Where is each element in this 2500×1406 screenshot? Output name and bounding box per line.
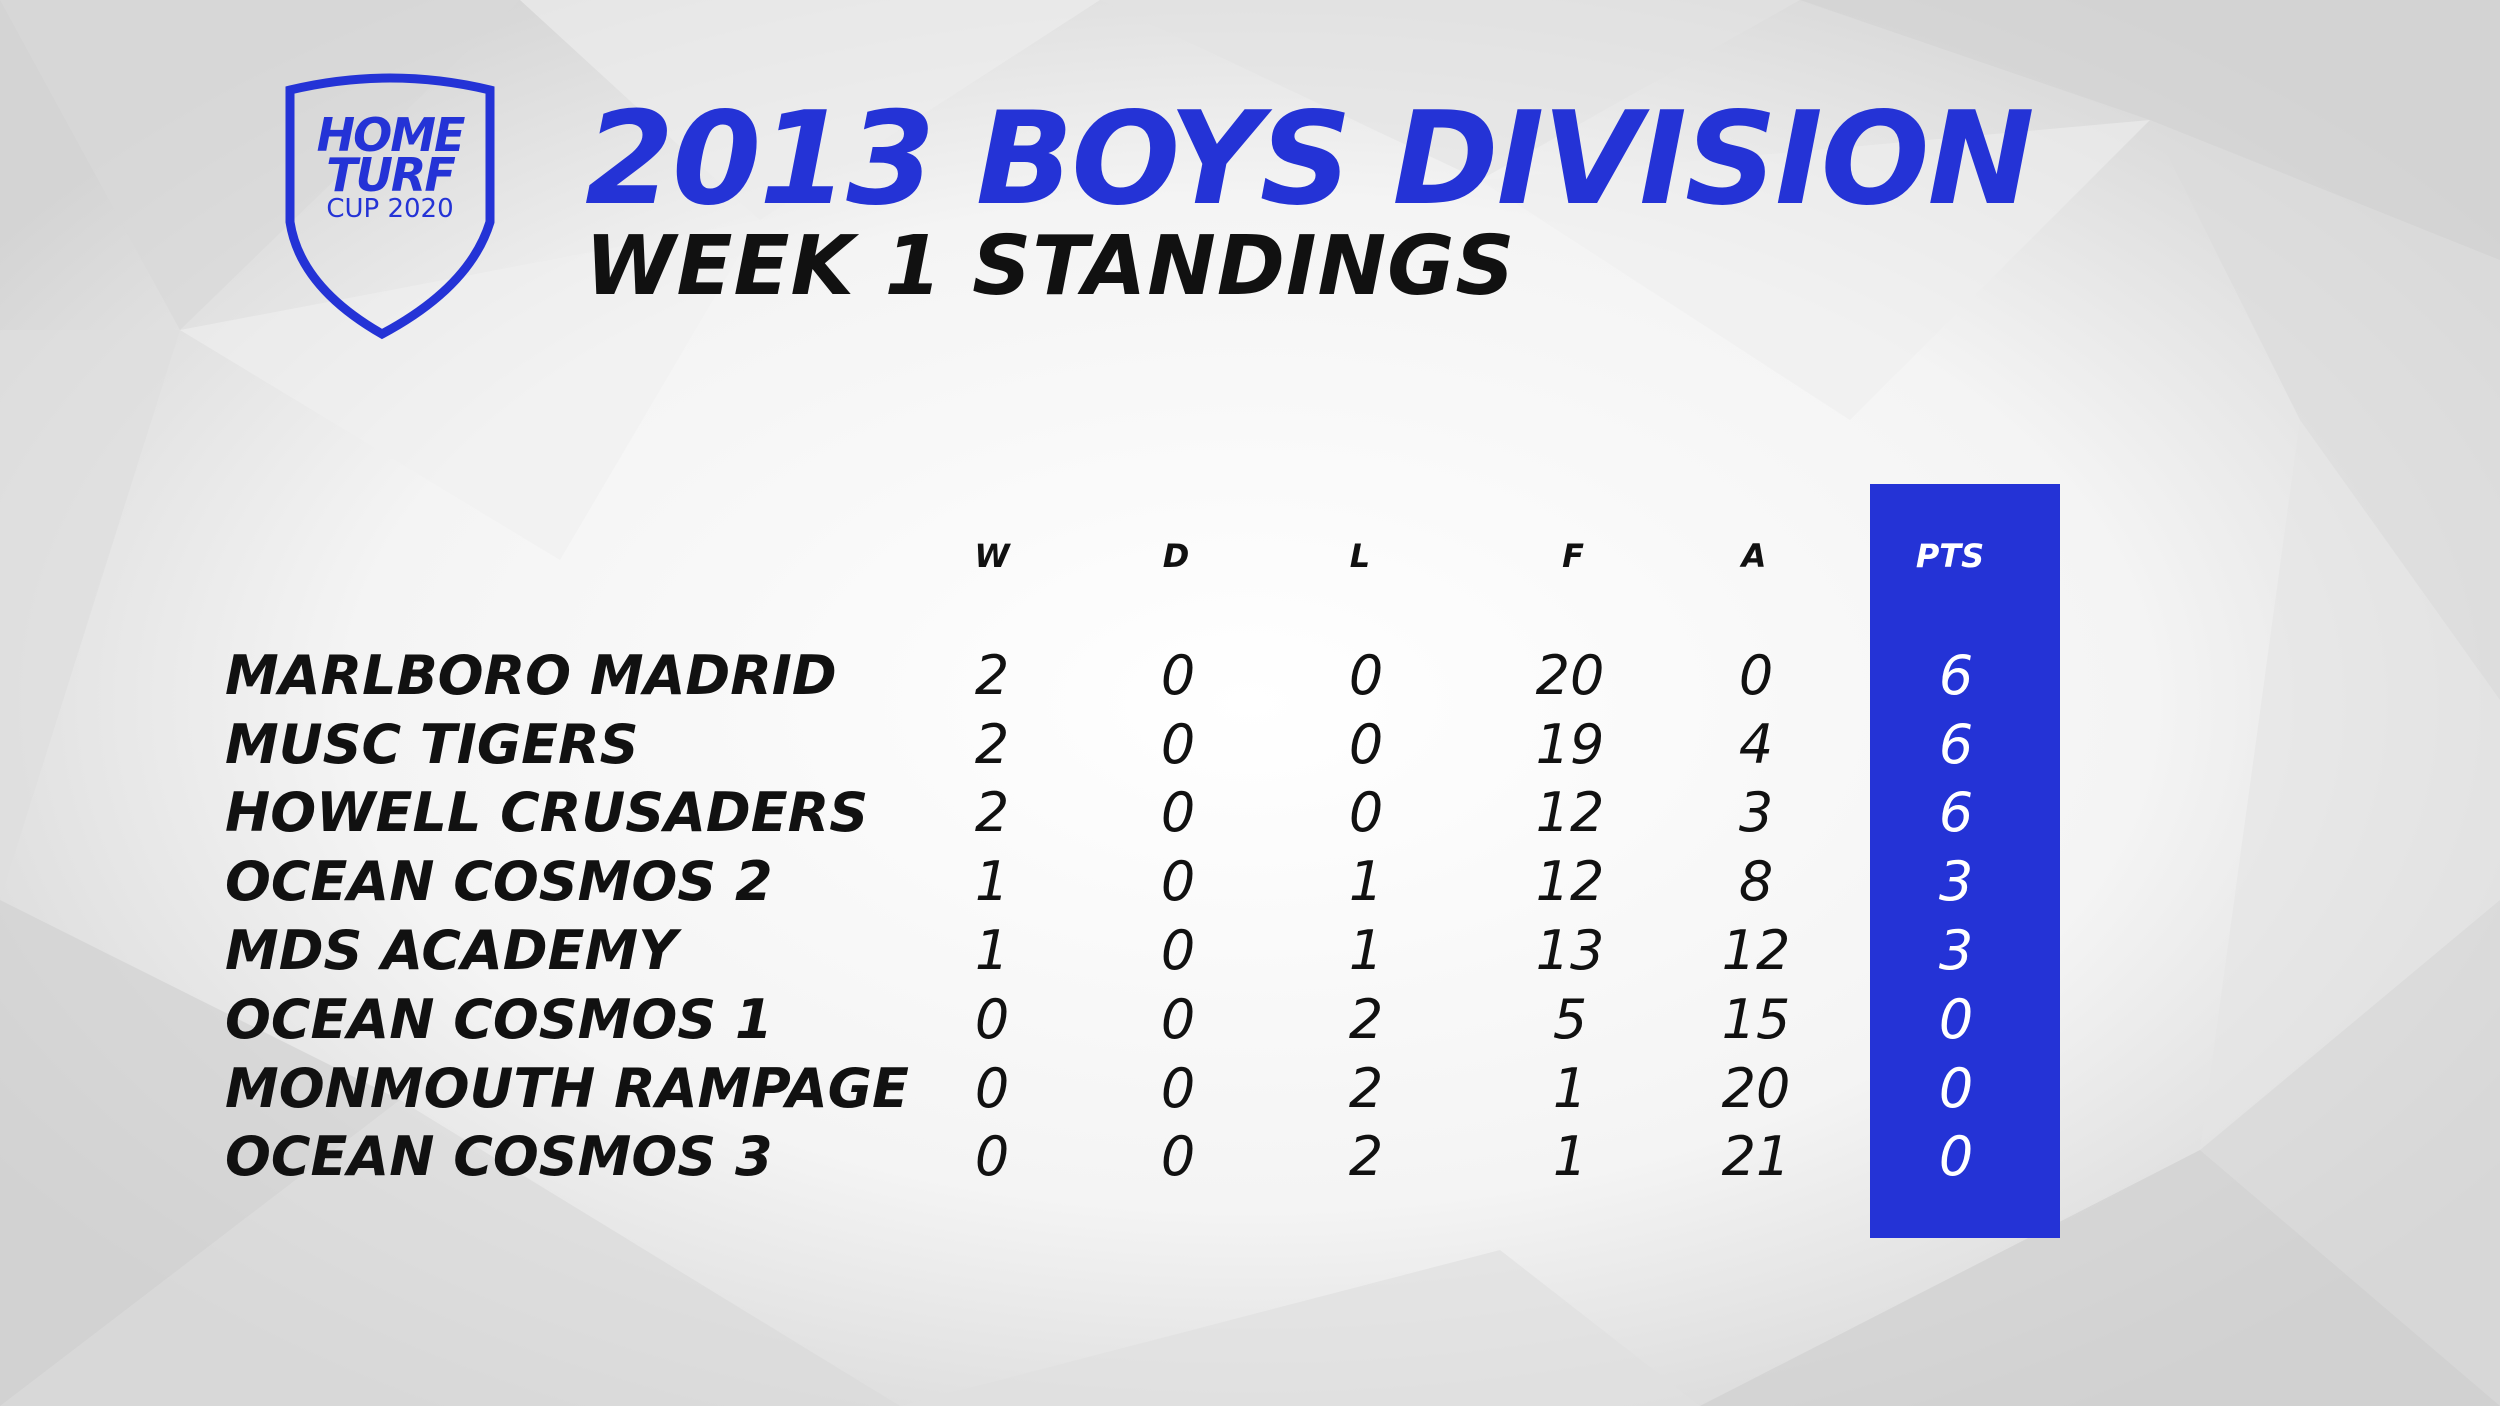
goals-against-cell: 15 (1721, 988, 1791, 1051)
column-header-a: A (1741, 537, 1767, 575)
team-name: HOWELL CRUSADERS (225, 781, 869, 844)
column-header-d: D (1162, 537, 1190, 575)
table-row: OCEAN COSMOS 1 0 0 2 5 15 0 (0, 986, 2500, 1054)
goals-against-cell: 0 (1738, 644, 1774, 707)
column-header-l: L (1349, 537, 1371, 575)
losses-cell: 1 (1348, 850, 1384, 913)
goals-for-cell: 1 (1552, 1057, 1588, 1120)
losses-cell: 2 (1348, 988, 1384, 1051)
wins-cell: 1 (974, 850, 1010, 913)
wins-cell: 1 (974, 919, 1010, 982)
goals-for-cell: 5 (1552, 988, 1588, 1051)
logo-word-home: HOME (316, 108, 466, 162)
table-row: MUSC TIGERS 2 0 0 19 4 6 (0, 711, 2500, 779)
points-cell: 6 (1938, 713, 1974, 776)
shield-icon (285, 73, 495, 340)
column-header-f: F (1562, 537, 1584, 575)
logo-word-turf: TURF (326, 148, 456, 202)
table-row: OCEAN COSMOS 2 1 0 1 12 8 3 (0, 848, 2500, 916)
wins-cell: 2 (974, 713, 1010, 776)
pts-column-highlight (1870, 484, 2060, 1238)
draws-cell: 0 (1160, 988, 1196, 1051)
points-cell: 0 (1938, 988, 1974, 1051)
team-name: OCEAN COSMOS 1 (225, 988, 773, 1051)
wins-cell: 0 (974, 1057, 1010, 1120)
goals-for-cell: 20 (1535, 644, 1605, 707)
goals-for-cell: 12 (1535, 781, 1605, 844)
goals-for-cell: 12 (1535, 850, 1605, 913)
goals-for-cell: 13 (1535, 919, 1605, 982)
goals-against-cell: 4 (1738, 713, 1774, 776)
points-cell: 0 (1938, 1125, 1974, 1188)
goals-against-cell: 12 (1721, 919, 1791, 982)
losses-cell: 0 (1348, 781, 1384, 844)
points-cell: 3 (1938, 919, 1974, 982)
goals-for-cell: 19 (1535, 713, 1605, 776)
table-row: MDS ACADEMY 1 0 1 13 12 3 (0, 917, 2500, 985)
wins-cell: 2 (974, 644, 1010, 707)
logo-cup-year: CUP 2020 (326, 194, 454, 224)
losses-cell: 1 (1348, 919, 1384, 982)
points-cell: 0 (1938, 1057, 1974, 1120)
draws-cell: 0 (1160, 713, 1196, 776)
losses-cell: 0 (1348, 644, 1384, 707)
draws-cell: 0 (1160, 1057, 1196, 1120)
page-subtitle: WEEK 1 STANDINGS (585, 219, 1516, 314)
team-name: MONMOUTH RAMPAGE (225, 1057, 909, 1120)
wins-cell: 0 (974, 1125, 1010, 1188)
wins-cell: 0 (974, 988, 1010, 1051)
home-turf-cup-logo: HOME TURF CUP 2020 (270, 72, 510, 342)
team-name: MDS ACADEMY (225, 919, 678, 982)
losses-cell: 2 (1348, 1125, 1384, 1188)
team-name: MARLBORO MADRID (225, 644, 837, 707)
points-cell: 6 (1938, 781, 1974, 844)
losses-cell: 2 (1348, 1057, 1384, 1120)
points-cell: 6 (1938, 644, 1974, 707)
column-header-w: W (974, 537, 1010, 575)
draws-cell: 0 (1160, 644, 1196, 707)
team-name: OCEAN COSMOS 3 (225, 1125, 773, 1188)
points-cell: 3 (1938, 850, 1974, 913)
table-row: MARLBORO MADRID 2 0 0 20 0 6 (0, 642, 2500, 710)
column-header-pts: PTS (1915, 537, 1985, 575)
goals-against-cell: 8 (1738, 850, 1774, 913)
goals-against-cell: 3 (1738, 781, 1774, 844)
table-row: MONMOUTH RAMPAGE 0 0 2 1 20 0 (0, 1055, 2500, 1123)
table-row: OCEAN COSMOS 3 0 0 2 1 21 0 (0, 1123, 2500, 1191)
goals-against-cell: 20 (1721, 1057, 1791, 1120)
losses-cell: 0 (1348, 713, 1384, 776)
goals-for-cell: 1 (1552, 1125, 1588, 1188)
team-name: OCEAN COSMOS 2 (225, 850, 773, 913)
draws-cell: 0 (1160, 1125, 1196, 1188)
draws-cell: 0 (1160, 850, 1196, 913)
draws-cell: 0 (1160, 781, 1196, 844)
goals-against-cell: 21 (1721, 1125, 1791, 1188)
table-row: HOWELL CRUSADERS 2 0 0 12 3 6 (0, 779, 2500, 847)
draws-cell: 0 (1160, 919, 1196, 982)
team-name: MUSC TIGERS (225, 713, 639, 776)
wins-cell: 2 (974, 781, 1010, 844)
page-title: 2013 BOYS DIVISION (585, 85, 2035, 234)
